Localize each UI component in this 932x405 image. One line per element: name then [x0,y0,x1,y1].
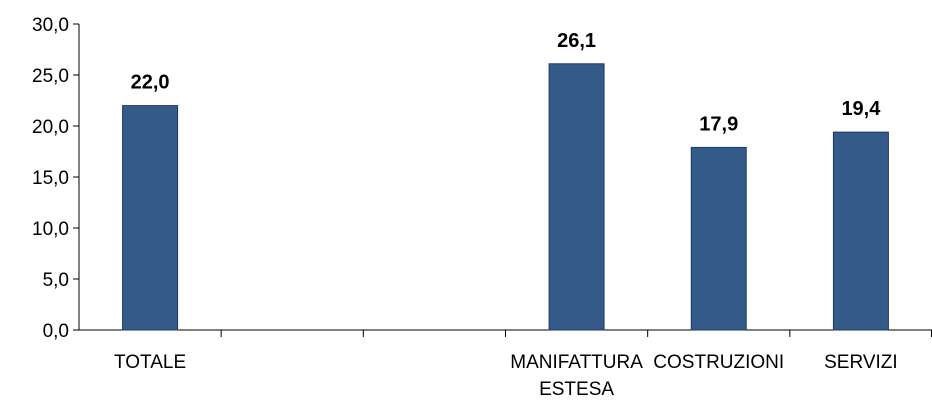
y-tick-label: 5,0 [43,270,69,291]
data-labels: 22,0 26,1 17,9 19,4 [131,30,882,136]
y-tick-label: 30,0 [32,15,69,36]
bars [122,63,889,331]
bar [832,131,889,331]
x-category-label: COSTRUZIONI [653,352,784,373]
bar [548,63,605,331]
data-label: 19,4 [841,98,881,120]
y-tick-label: 15,0 [32,168,69,189]
x-category-label: ESTESA [539,379,614,400]
x-category-label: TOTALE [114,352,186,373]
y-axis-ticks: 0,0 5,0 10,0 15,0 20,0 25,0 30,0 [32,15,79,342]
x-category-label: SERVIZI [824,352,898,373]
y-tick-label: 0,0 [43,321,69,342]
x-category-label: MANIFATTURA [510,352,643,373]
axes [78,24,932,337]
data-label: 26,1 [557,30,596,52]
y-tick-label: 10,0 [32,219,69,240]
y-tick-label: 25,0 [32,66,69,87]
data-label: 17,9 [699,113,738,135]
bar [690,146,747,331]
bar [122,105,179,331]
y-tick-label: 20,0 [32,117,69,138]
data-label: 22,0 [131,72,170,94]
x-axis-labels: TOTALE MANIFATTURA ESTESA COSTRUZIONI SERVIZ… [114,352,898,400]
